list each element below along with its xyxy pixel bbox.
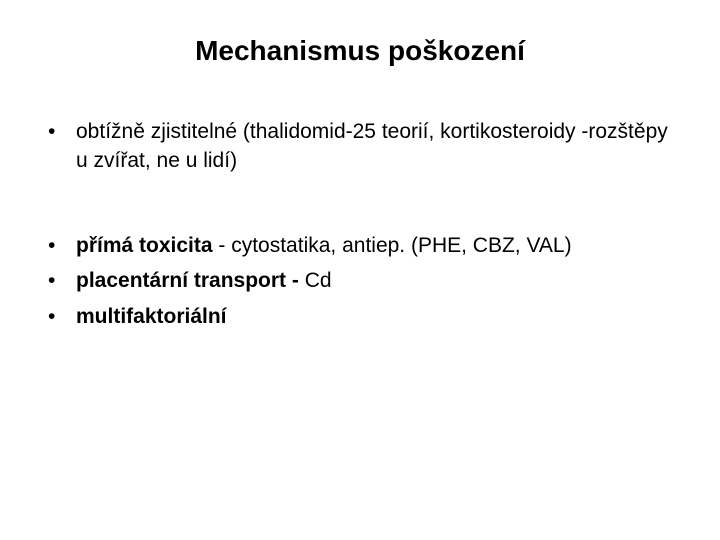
bullet-group-2: • přímá toxicita - cytostatika, antiep. … — [40, 231, 680, 331]
bullet-group-1: • obtížně zjistitelné (thalidomid-25 teo… — [40, 117, 680, 176]
bullet-bold: přímá toxicita — [76, 234, 213, 257]
bullet-text: přímá toxicita - cytostatika, antiep. (P… — [76, 231, 680, 260]
bullet-bold: multifaktoriální — [76, 305, 227, 328]
bullet-text: obtížně zjistitelné (thalidomid-25 teori… — [76, 117, 680, 176]
slide-container: Mechanismus poškození • obtížně zjistite… — [0, 0, 720, 540]
bullet-marker: • — [40, 266, 76, 295]
slide-title: Mechanismus poškození — [40, 35, 680, 67]
bullet-item: • obtížně zjistitelné (thalidomid-25 teo… — [40, 117, 680, 176]
bullet-marker: • — [40, 231, 76, 260]
bullet-marker: • — [40, 302, 76, 331]
bullet-rest: Cd — [305, 269, 332, 292]
bullet-item: • placentární transport - Cd — [40, 266, 680, 295]
bullet-item: • multifaktoriální — [40, 302, 680, 331]
bullet-text: placentární transport - Cd — [76, 266, 680, 295]
bullet-marker: • — [40, 117, 76, 146]
bullet-text: multifaktoriální — [76, 302, 680, 331]
bullet-rest: - cytostatika, antiep. (PHE, CBZ, VAL) — [213, 234, 572, 257]
bullet-bold: placentární transport - — [76, 269, 305, 292]
bullet-item: • přímá toxicita - cytostatika, antiep. … — [40, 231, 680, 260]
